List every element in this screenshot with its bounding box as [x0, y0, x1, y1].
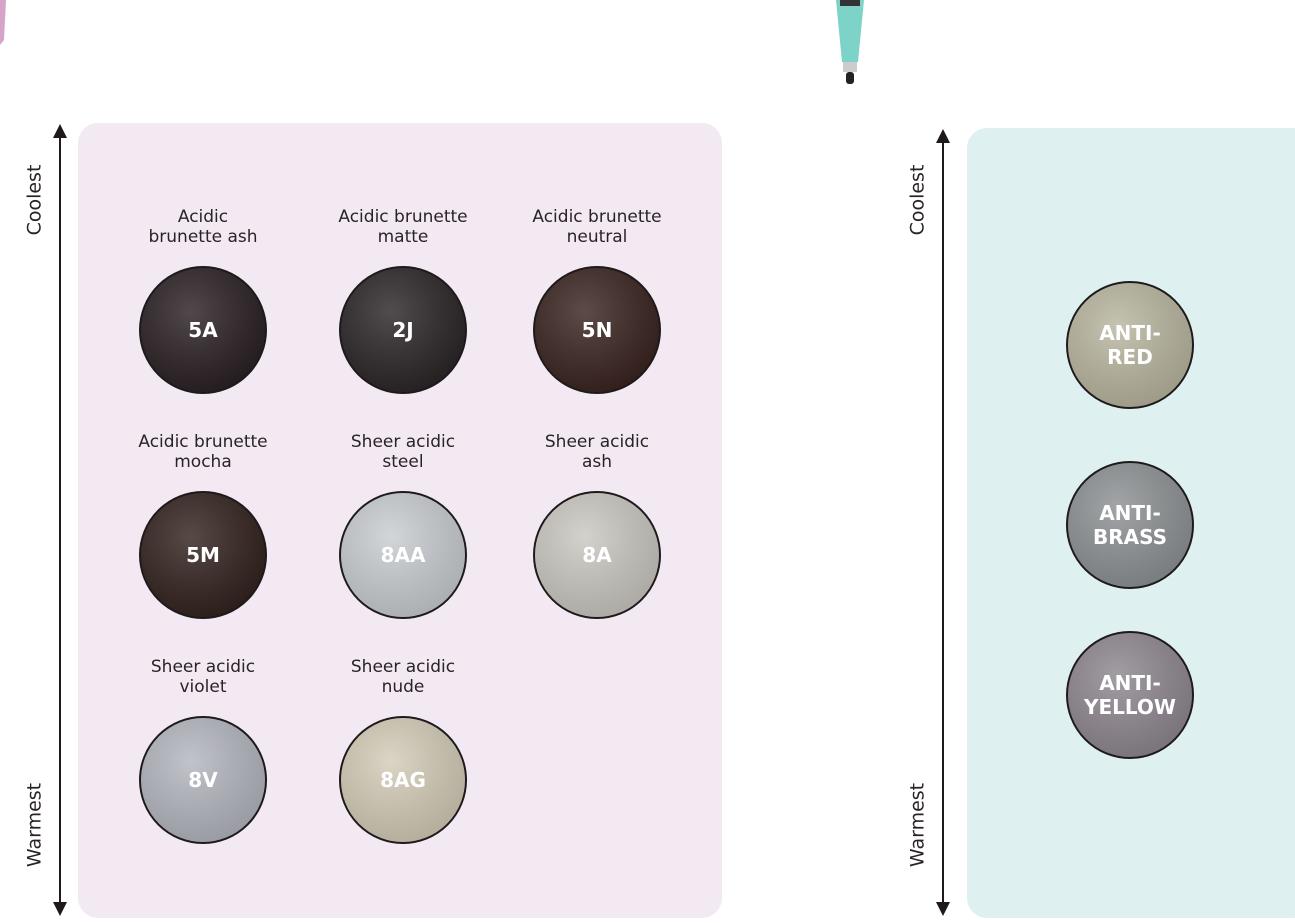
- axis-label: Warmest: [907, 783, 929, 867]
- shade-code: 5N: [582, 318, 613, 342]
- shade-name: steel: [382, 452, 423, 472]
- axis-label: Coolest: [907, 165, 929, 236]
- shade-code: YELLOW: [1083, 695, 1176, 719]
- swatch-sheen: [141, 493, 265, 617]
- shade-code: 5M: [186, 543, 220, 567]
- shade-name: ash: [582, 452, 612, 472]
- shade-code: ANTI-: [1099, 671, 1161, 695]
- swatch-sheen: [535, 268, 659, 392]
- shade-code: 8AG: [380, 768, 426, 792]
- shade-code: 8V: [188, 768, 218, 792]
- swatch-sheen: [1068, 283, 1192, 407]
- shade-code: ANTI-: [1099, 501, 1161, 525]
- shade-name: Acidic brunette: [532, 207, 661, 227]
- shade-name: mocha: [174, 452, 232, 472]
- shade-name: Sheer acidic: [545, 432, 649, 452]
- edge-decoration: [0, 0, 6, 45]
- swatch-sheen: [1068, 463, 1192, 587]
- shade-name: matte: [378, 227, 429, 247]
- shade-name: Acidic: [178, 207, 228, 227]
- shade-code: BRASS: [1093, 525, 1167, 549]
- swatch-sheen: [341, 493, 465, 617]
- shade-name: Sheer acidic: [351, 432, 455, 452]
- swatch-sheen: [1068, 633, 1192, 757]
- swatch-sheen: [141, 268, 265, 392]
- tube-image: [836, 0, 864, 84]
- swatch-sheen: [341, 268, 465, 392]
- shade-name: brunette ash: [148, 227, 257, 247]
- shade-name: violet: [179, 677, 226, 697]
- shade-name: nude: [382, 677, 425, 697]
- shade-name: Acidic brunette: [138, 432, 267, 452]
- swatch-sheen: [341, 718, 465, 842]
- axis-label: Coolest: [24, 165, 46, 236]
- shade-name: Sheer acidic: [151, 657, 255, 677]
- shade-name: Sheer acidic: [351, 657, 455, 677]
- shade-code: 5A: [188, 318, 218, 342]
- swatch-sheen: [141, 718, 265, 842]
- axis-label: Warmest: [24, 783, 46, 867]
- shade-code: RED: [1107, 345, 1153, 369]
- shade-code: ANTI-: [1099, 321, 1161, 345]
- shade-name: neutral: [567, 227, 628, 247]
- shade-code: 8A: [582, 543, 612, 567]
- shade-code: 8AA: [381, 543, 426, 567]
- swatch-sheen: [535, 493, 659, 617]
- shade-name: Acidic brunette: [338, 207, 467, 227]
- shade-code: 2J: [392, 318, 413, 342]
